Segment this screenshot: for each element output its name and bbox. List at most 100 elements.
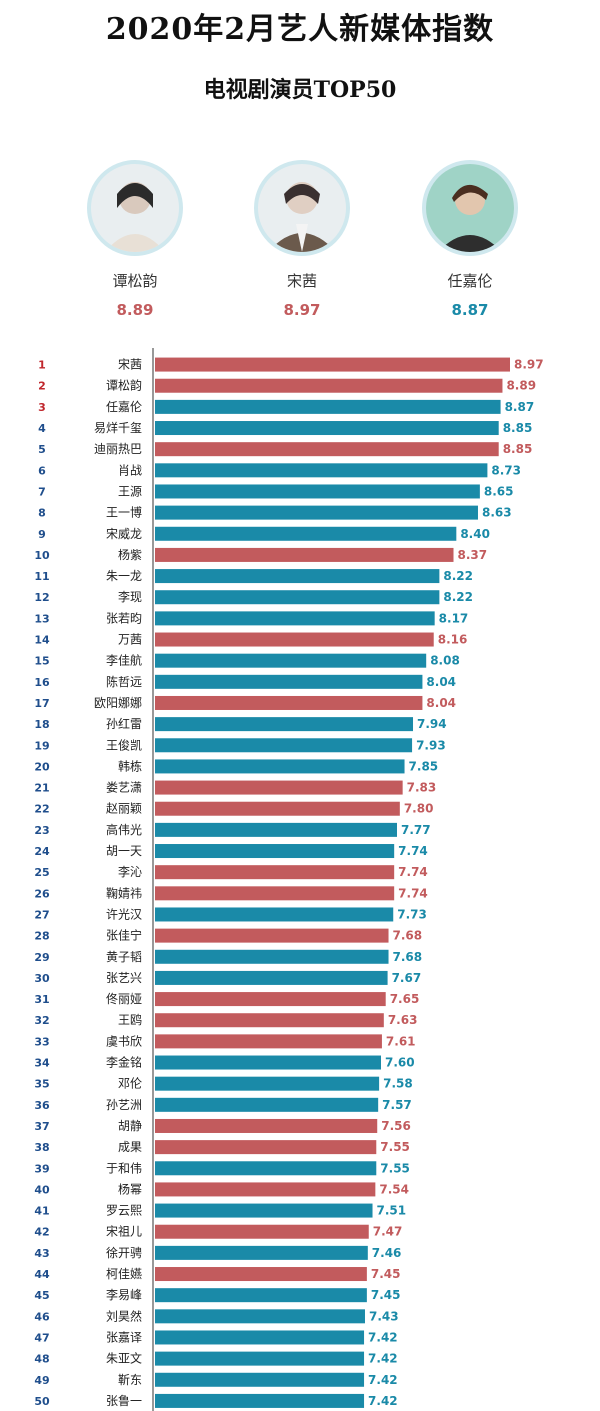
value-label: 7.60 xyxy=(385,1056,415,1070)
bar xyxy=(155,1309,365,1324)
category-label: 张艺兴 xyxy=(106,971,142,985)
category-label: 杨紫 xyxy=(118,547,142,562)
bar xyxy=(155,1245,368,1260)
avatar xyxy=(254,160,350,256)
rank-label: 40 xyxy=(34,1183,50,1196)
bar xyxy=(155,569,440,584)
bar xyxy=(155,1203,373,1218)
category-label: 朱一龙 xyxy=(106,569,142,583)
value-label: 7.68 xyxy=(393,950,423,964)
page-subtitle: 电视剧演员TOP50 xyxy=(203,77,397,103)
category-label: 李沁 xyxy=(118,864,142,879)
category-label: 娄艺潇 xyxy=(106,780,142,795)
value-label: 7.54 xyxy=(379,1182,409,1196)
value-label: 8.65 xyxy=(484,484,514,498)
podium-third: 任嘉伦 8.87 xyxy=(410,160,530,319)
bar xyxy=(155,801,400,816)
value-label: 7.94 xyxy=(417,717,447,731)
category-label: 李佳航 xyxy=(106,653,142,668)
page-title: 2020年2月艺人新媒体指数 xyxy=(105,12,495,47)
bar xyxy=(155,421,499,436)
bar xyxy=(155,1140,377,1155)
bar xyxy=(155,357,510,372)
rank-label: 41 xyxy=(34,1205,49,1218)
category-label: 王鸥 xyxy=(118,1012,142,1027)
podium-second: 谭松韵 8.89 xyxy=(75,160,195,319)
value-label: 7.42 xyxy=(368,1394,398,1408)
rank-label: 21 xyxy=(34,782,49,795)
bar xyxy=(155,1182,376,1197)
value-label: 8.17 xyxy=(439,611,469,625)
category-label: 佟丽娅 xyxy=(106,991,142,1006)
value-label: 7.51 xyxy=(377,1204,407,1218)
category-label: 高伟光 xyxy=(106,822,142,837)
category-label: 靳东 xyxy=(118,1373,142,1387)
category-label: 易烊千玺 xyxy=(94,421,142,435)
category-label: 柯佳嬿 xyxy=(106,1267,142,1281)
bar xyxy=(155,865,395,880)
category-label: 任嘉伦 xyxy=(106,399,142,414)
rank-label: 1 xyxy=(38,359,46,372)
category-label: 邓伦 xyxy=(118,1076,142,1091)
bar xyxy=(155,886,395,901)
bar xyxy=(155,378,503,393)
rank-label: 42 xyxy=(34,1226,49,1239)
value-label: 8.37 xyxy=(458,548,488,562)
bar xyxy=(155,1330,365,1345)
bar xyxy=(155,1055,381,1070)
rank-label: 11 xyxy=(34,570,49,583)
value-label: 7.68 xyxy=(393,929,423,943)
value-label: 7.74 xyxy=(398,844,428,858)
value-label: 7.63 xyxy=(388,1013,418,1027)
bar xyxy=(155,611,435,626)
value-label: 8.63 xyxy=(482,506,512,520)
rank-label: 6 xyxy=(38,464,46,477)
rank-label: 36 xyxy=(34,1099,50,1112)
rank-label: 12 xyxy=(34,591,49,604)
rank-label: 39 xyxy=(34,1162,49,1175)
rank-label: 28 xyxy=(34,930,49,943)
value-label: 7.55 xyxy=(380,1161,410,1175)
bar xyxy=(155,1224,369,1239)
rank-label: 43 xyxy=(34,1247,49,1260)
category-label: 李现 xyxy=(118,589,142,604)
value-label: 8.40 xyxy=(460,527,490,541)
bar xyxy=(155,759,405,774)
value-label: 7.57 xyxy=(382,1098,412,1112)
bar xyxy=(155,526,457,541)
value-label: 7.61 xyxy=(386,1034,416,1048)
rank-label: 17 xyxy=(34,697,49,710)
value-label: 8.73 xyxy=(491,463,521,477)
category-label: 王俊凯 xyxy=(106,737,142,752)
category-label: 朱亚文 xyxy=(106,1351,142,1366)
bar xyxy=(155,1351,365,1366)
category-label: 孙红雷 xyxy=(106,716,142,731)
value-label: 7.55 xyxy=(380,1140,410,1154)
podium-first: 宋茜 8.97 xyxy=(242,160,362,319)
value-label: 7.42 xyxy=(368,1373,398,1387)
avatar xyxy=(422,160,518,256)
bar xyxy=(155,442,499,457)
rank-label: 3 xyxy=(38,401,46,414)
bar xyxy=(155,653,427,668)
category-label: 谭松韵 xyxy=(106,378,142,393)
category-label: 韩栋 xyxy=(118,758,142,773)
rank-label: 24 xyxy=(34,845,50,858)
value-label: 7.73 xyxy=(397,907,427,921)
bar xyxy=(155,928,389,943)
bar xyxy=(155,547,454,562)
value-label: 7.47 xyxy=(373,1225,403,1239)
bar xyxy=(155,1118,378,1133)
category-label: 孙艺洲 xyxy=(106,1098,142,1112)
value-label: 7.83 xyxy=(407,781,437,795)
value-label: 8.87 xyxy=(505,400,535,414)
category-label: 刘昊然 xyxy=(106,1308,142,1323)
bar xyxy=(155,674,423,689)
rank-label: 46 xyxy=(34,1310,50,1323)
category-label: 杨幂 xyxy=(118,1181,142,1196)
category-label: 张鲁一 xyxy=(106,1394,142,1408)
rank-label: 32 xyxy=(34,1014,49,1027)
value-label: 7.74 xyxy=(398,886,428,900)
category-label: 张佳宁 xyxy=(106,928,142,943)
category-label: 黄子韬 xyxy=(106,950,142,964)
